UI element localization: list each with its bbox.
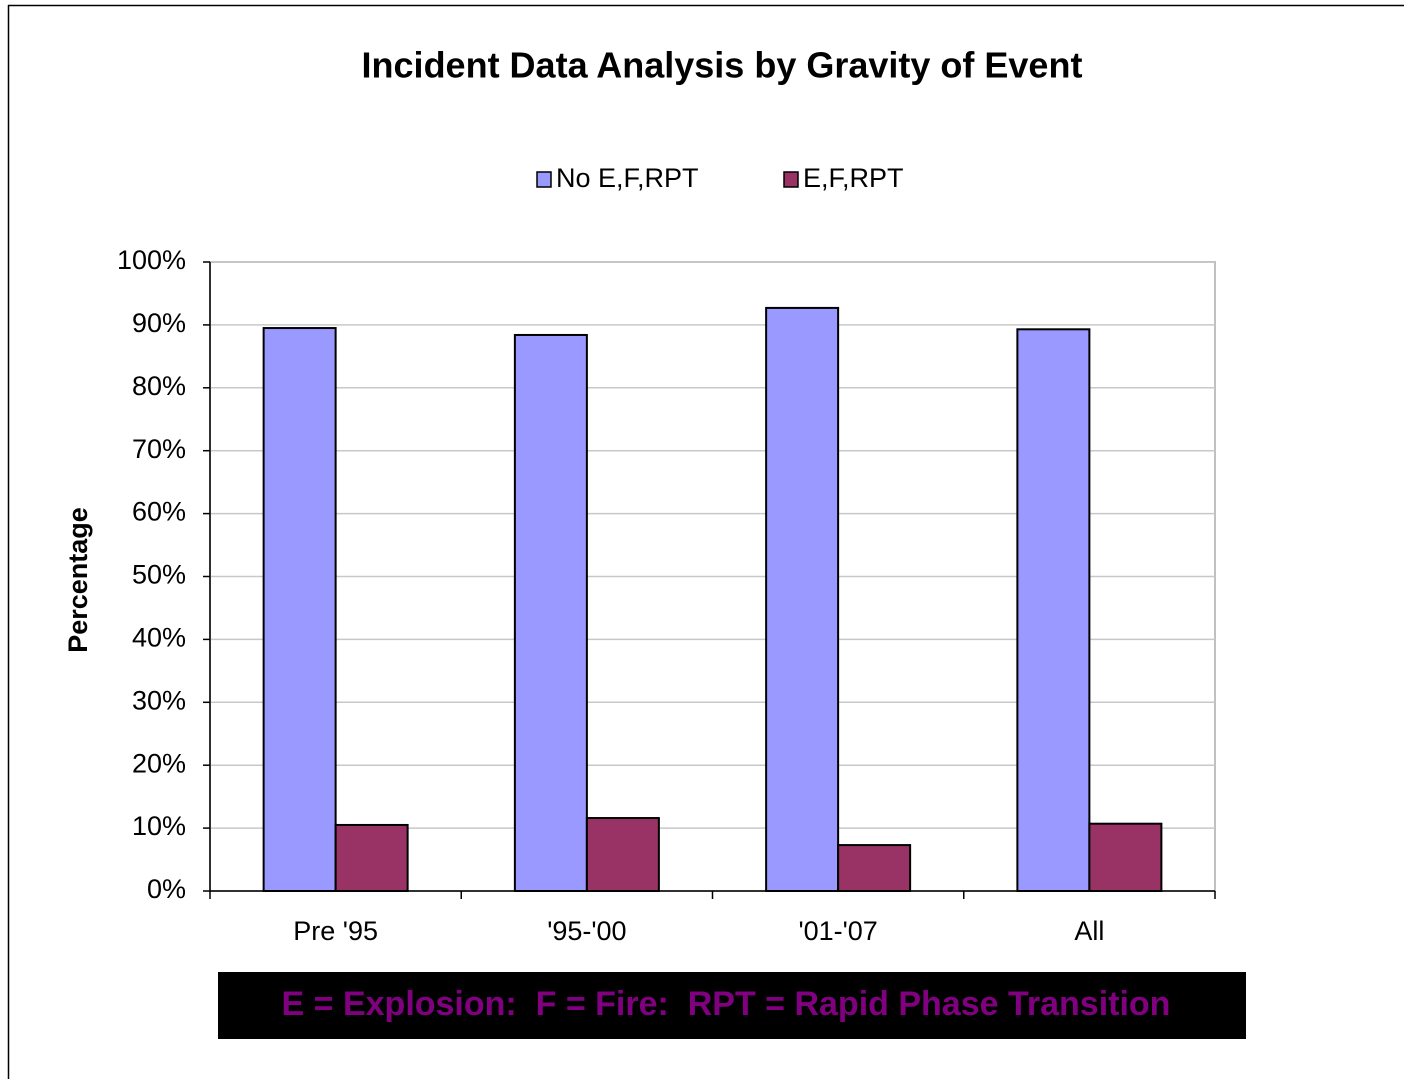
legend-label: No E,F,RPT bbox=[556, 163, 699, 193]
legend-swatch bbox=[783, 171, 799, 188]
bar bbox=[262, 327, 337, 893]
y-tick-label: 0% bbox=[147, 874, 186, 904]
chart-title: Incident Data Analysis by Gravity of Eve… bbox=[362, 45, 1083, 86]
y-tick-label: 80% bbox=[132, 371, 186, 401]
annotation: E = Explosion: F = Fire: RPT = Rapid Pha… bbox=[282, 985, 1171, 1023]
y-tick-label: 40% bbox=[132, 623, 186, 653]
annotation-box bbox=[218, 972, 1246, 1039]
y-tick-label: 50% bbox=[132, 560, 186, 590]
y-tick-label: 70% bbox=[132, 434, 186, 464]
legend-label: E,F,RPT bbox=[803, 163, 904, 193]
bar bbox=[585, 817, 660, 893]
y-tick-label: 100% bbox=[117, 245, 186, 275]
y-tick-label: 90% bbox=[132, 308, 186, 338]
bar bbox=[334, 823, 409, 893]
bar bbox=[837, 844, 912, 893]
y-tick-label: 60% bbox=[132, 497, 186, 527]
bar bbox=[1088, 822, 1163, 893]
bar bbox=[1016, 328, 1091, 893]
x-tick-label: '01-'07 bbox=[798, 916, 877, 946]
x-tick-label: All bbox=[1074, 916, 1104, 946]
x-tick-label: '95-'00 bbox=[547, 916, 626, 946]
y-tick-label: 10% bbox=[132, 811, 186, 841]
x-tick-label: Pre '95 bbox=[293, 916, 378, 946]
legend-swatch bbox=[536, 171, 552, 188]
bar bbox=[513, 333, 588, 892]
y-tick-label: 20% bbox=[132, 748, 186, 778]
y-axis-label: Percentage bbox=[63, 507, 93, 653]
bar bbox=[765, 306, 840, 892]
y-tick-label: 30% bbox=[132, 685, 186, 715]
